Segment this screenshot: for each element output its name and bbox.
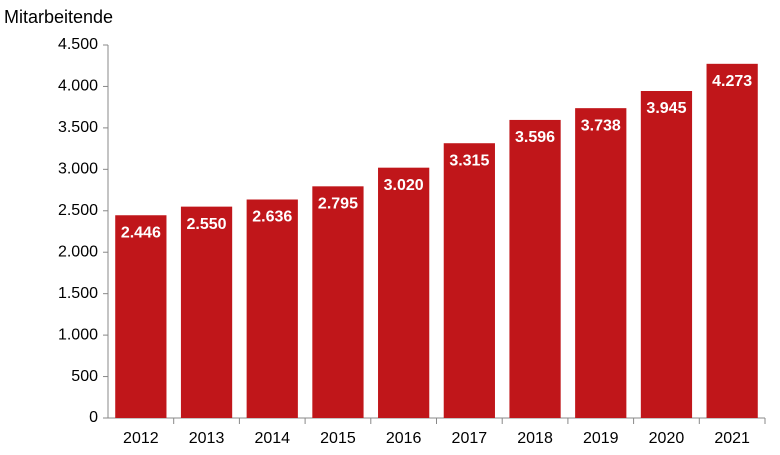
- y-tick-label: 1.000: [58, 326, 98, 343]
- x-tick-label: 2014: [254, 430, 290, 447]
- x-tick-label: 2013: [189, 430, 225, 447]
- y-tick-label: 1.500: [58, 285, 98, 302]
- bar: [706, 63, 758, 419]
- bar: [378, 167, 430, 418]
- value-label: 2.446: [121, 224, 161, 241]
- bar: [640, 91, 693, 419]
- y-tick-label: 2.500: [58, 202, 98, 219]
- y-axis-label: Mitarbeitende: [4, 7, 113, 27]
- y-tick-label: 500: [71, 368, 98, 385]
- y-tick-label: 0: [89, 409, 98, 426]
- bar: [246, 199, 298, 418]
- x-tick-label: 2017: [452, 430, 488, 447]
- value-label: 3.020: [384, 177, 424, 194]
- bar: [443, 143, 495, 418]
- value-label: 3.945: [646, 100, 686, 117]
- bar: [180, 206, 233, 418]
- value-label: 3.315: [449, 152, 489, 169]
- bar: [509, 119, 561, 419]
- x-tick-label: 2012: [123, 430, 159, 447]
- bar: [312, 186, 364, 418]
- x-tick-label: 2020: [649, 430, 685, 447]
- x-tick-label: 2019: [583, 430, 619, 447]
- x-tick-label: 2018: [517, 430, 553, 447]
- x-tick-label: 2021: [714, 430, 750, 447]
- value-label: 2.636: [252, 209, 292, 226]
- y-tick-label: 3.500: [58, 119, 98, 136]
- value-label: 2.550: [187, 216, 227, 233]
- y-tick-label: 4.000: [58, 78, 98, 95]
- bar: [115, 215, 167, 418]
- y-tick-label: 4.500: [58, 36, 98, 53]
- value-label: 3.738: [581, 117, 621, 134]
- value-label: 3.596: [515, 129, 555, 146]
- x-tick-label: 2016: [386, 430, 422, 447]
- bar: [575, 108, 627, 419]
- x-tick-label: 2015: [320, 430, 356, 447]
- y-tick-label: 3.000: [58, 161, 98, 178]
- value-label: 2.795: [318, 196, 358, 213]
- y-tick-label: 2.000: [58, 243, 98, 260]
- value-label: 4.273: [712, 73, 752, 90]
